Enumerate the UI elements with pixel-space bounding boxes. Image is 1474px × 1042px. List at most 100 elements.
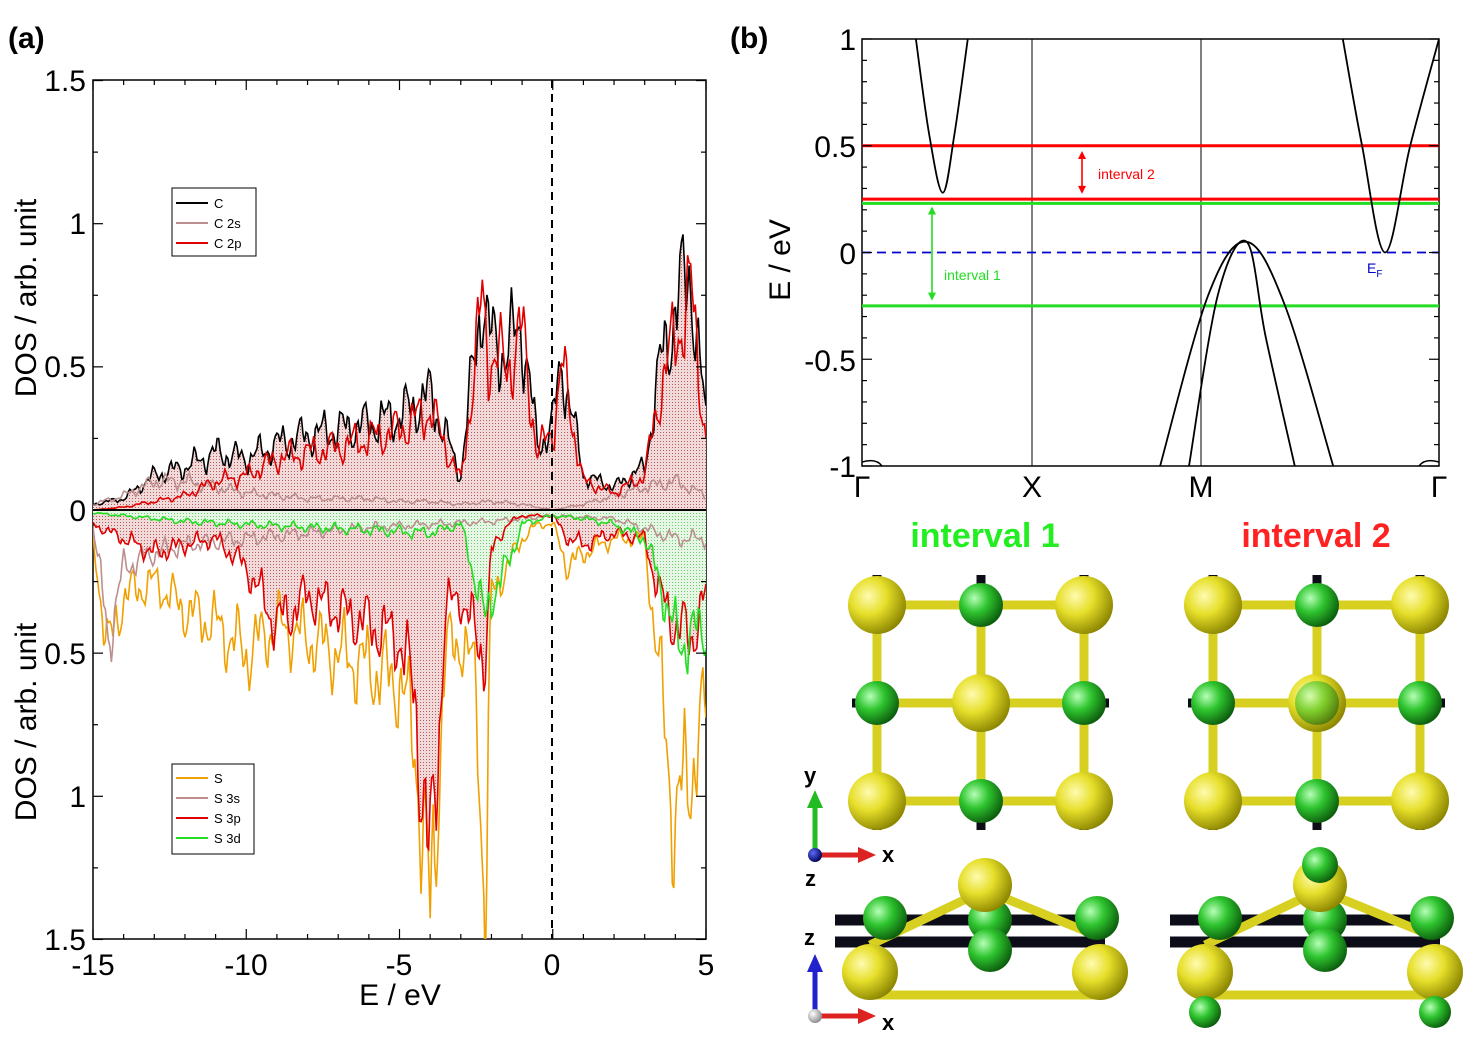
sulfur-atom: [1055, 772, 1113, 830]
legend-label: C 2p: [214, 236, 241, 251]
y-tick-label: -0.5: [804, 345, 856, 378]
carbon-atom: [863, 896, 907, 940]
band-line: [915, 39, 969, 194]
dos-series-c-2p: [93, 254, 706, 511]
dos-plot: -15 -10 -5 0 5 1.5 1 0.5 0 0.5 1 1.5 E /…: [10, 65, 714, 1012]
carbon-atom: [1295, 779, 1339, 823]
carbon-atom: [1398, 681, 1442, 725]
legend-label: C 2s: [214, 216, 241, 231]
carbon-atom: [855, 681, 899, 725]
axis-triad-bottom: z x: [804, 925, 895, 1035]
axis-label-z: z: [804, 925, 815, 950]
y-tick-label: 0.5: [814, 131, 856, 164]
band-line: [862, 459, 883, 466]
x-tick-label: -5: [386, 949, 413, 982]
sulfur-atom: [1391, 576, 1449, 634]
y-axis-label-bottom: DOS / arb. unit: [10, 622, 43, 821]
sulfur-atom: [1072, 944, 1128, 1000]
sulfur-atom: [1391, 772, 1449, 830]
band-y-tick-labels: 1 0.5 0 -0.5 -1: [804, 24, 856, 484]
sulfur-atom: [1055, 576, 1113, 634]
sulfur-atom: [1184, 576, 1242, 634]
legend-label: S 3p: [214, 811, 241, 826]
axis-label-x: x: [882, 842, 895, 867]
interval-2-arrow-head: [1078, 151, 1086, 160]
interval-2-title: interval 2: [1241, 517, 1390, 555]
carbon-atom: [1189, 996, 1221, 1028]
carbon-atom: [968, 928, 1012, 972]
k-point-labels: Γ X M Γ: [854, 471, 1448, 504]
y-tick-label: 0: [839, 238, 856, 271]
carbon-atom: [1075, 896, 1119, 940]
sulfur-atom: [848, 772, 906, 830]
interval-1-arrow-head: [928, 292, 936, 301]
band-line: [1188, 239, 1296, 466]
axis-label-x: x: [882, 1010, 895, 1035]
carbon-atom: [1302, 847, 1338, 883]
x-tick-label: 0: [544, 949, 561, 982]
band-line: [1341, 39, 1439, 254]
structure-top-view-interval-2: [1184, 575, 1449, 830]
y-tick-labels: 1.5 1 0.5 0 0.5 1 1.5: [44, 65, 86, 957]
carbon-atom: [1419, 996, 1451, 1028]
x-tick-labels: -15 -10 -5 0 5: [71, 949, 714, 982]
band-line: [1418, 459, 1439, 466]
interval-2-label: interval 2: [1098, 166, 1155, 182]
band-structure-plot: 1 0.5 0 -0.5 -1 Γ X M Γ E / eV interval …: [764, 24, 1447, 504]
x-tick-label: -15: [71, 949, 114, 982]
sulfur-atom: [842, 944, 898, 1000]
interval-1-title: interval 1: [910, 517, 1059, 555]
panel-a-label: (a): [8, 22, 45, 55]
y-axis-label-top: DOS / arb. unit: [10, 198, 43, 397]
x-axis-label: E / eV: [359, 979, 441, 1012]
y-tick-label: 1.5: [44, 65, 86, 98]
legend-label: C: [214, 196, 223, 211]
axis-label-y: y: [804, 763, 817, 788]
y-tick-label: 1: [69, 781, 86, 814]
dos-series-s: [93, 521, 706, 939]
dos-series-c-2s: [93, 471, 706, 511]
legend-top: C C 2s C 2p: [171, 187, 257, 257]
carbon-atom: [959, 779, 1003, 823]
legend-label: S 3s: [214, 791, 241, 806]
sulfur-atom: [1177, 944, 1233, 1000]
carbon-atom: [1303, 928, 1347, 972]
y-tick-label: 0.5: [44, 638, 86, 671]
carbon-atom: [1191, 681, 1235, 725]
y-tick-label: 0: [69, 495, 86, 528]
structure-top-view-interval-1: [848, 575, 1113, 830]
legend-bottom: S S 3s S 3p S 3d: [171, 763, 255, 855]
dos-series-s-3s: [93, 513, 706, 663]
k-label: Γ: [854, 471, 871, 504]
carbon-atom: [1198, 896, 1242, 940]
structure-side-view-interval-2: [1170, 847, 1463, 1028]
carbon-atom: [1062, 681, 1106, 725]
dos-series-s-3p: [93, 512, 706, 852]
dos-fill-s3p: [93, 510, 706, 850]
panel-b-label: (b): [730, 22, 768, 55]
axis-label-z: z: [805, 866, 816, 891]
band-y-axis-label: E / eV: [764, 219, 797, 301]
y-tick-label: -1: [829, 451, 856, 484]
band-line: [1159, 240, 1335, 466]
x-tick-label: 5: [698, 949, 715, 982]
carbon-atom: [1295, 583, 1339, 627]
sulfur-atom: [1288, 674, 1346, 732]
y-tick-label: 1.5: [44, 924, 86, 957]
dos-fill-s3d: [93, 510, 706, 675]
interval-1-arrow-head: [928, 206, 936, 215]
carbon-atom: [959, 583, 1003, 627]
k-label: X: [1022, 471, 1042, 504]
sulfur-atom: [1184, 772, 1242, 830]
carbon-atom: [1410, 896, 1454, 940]
structure-side-view-interval-1: [835, 858, 1128, 1000]
interval-1-label: interval 1: [944, 267, 1001, 283]
axis-triad-top: y x z: [804, 763, 895, 891]
y-tick-label: 0.5: [44, 351, 86, 384]
legend-label: S: [214, 771, 223, 786]
legend-label: S 3d: [214, 831, 241, 846]
k-label: Γ: [1431, 471, 1448, 504]
sulfur-atom: [1407, 944, 1463, 1000]
y-tick-label: 1: [69, 208, 86, 241]
sulfur-atom: [958, 858, 1012, 912]
